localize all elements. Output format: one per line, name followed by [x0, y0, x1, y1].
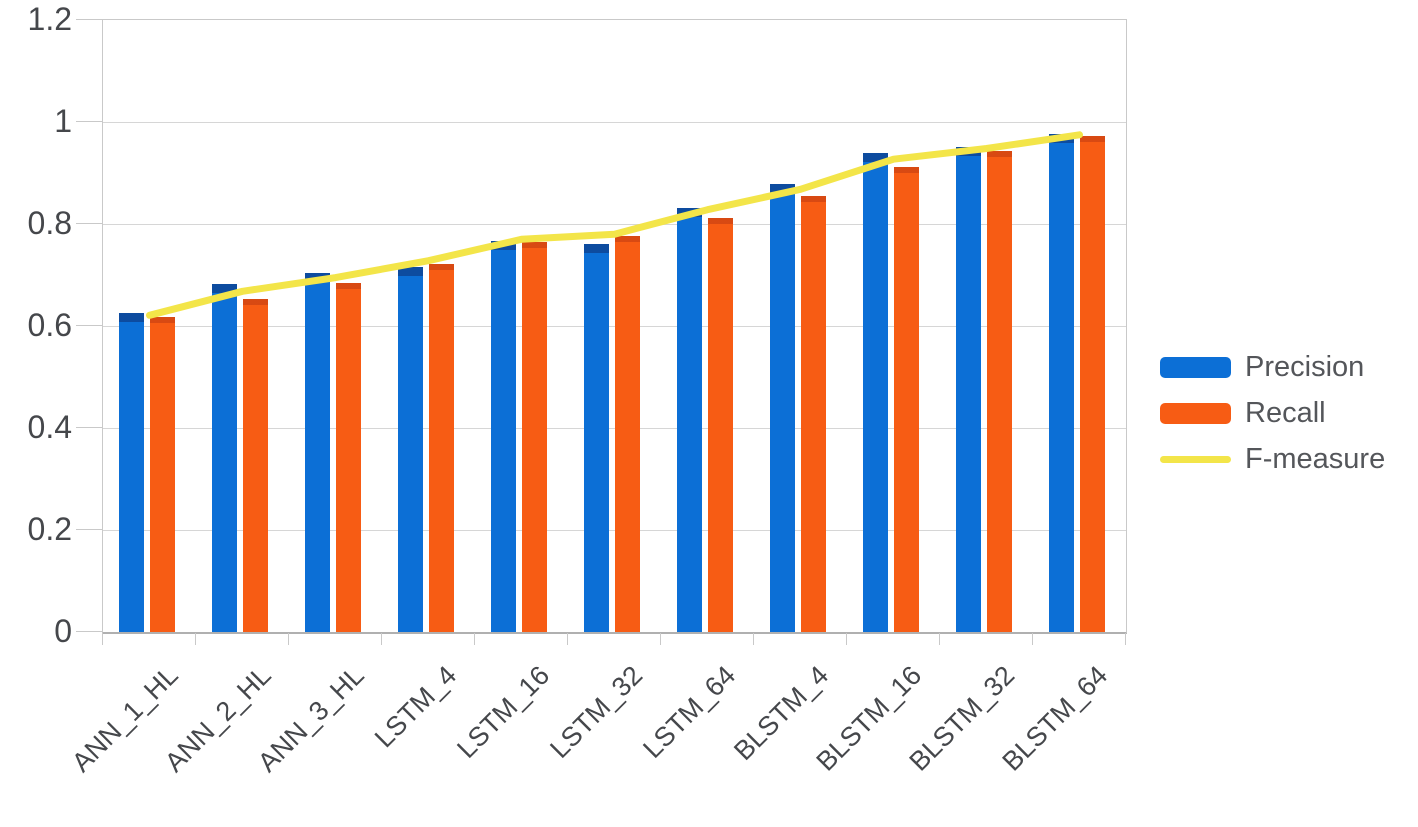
- recall-bar-LSTM_4: [429, 264, 454, 632]
- x-tick-mark-9: [939, 633, 940, 645]
- precision-swatch-icon: [1160, 357, 1231, 378]
- recall-bar-BLSTM_4: [801, 196, 826, 632]
- precision-bar-LSTM_4: [398, 267, 423, 632]
- recall-bar-ANN_1_HL: [150, 317, 175, 632]
- precision-bar-LSTM_64: [677, 208, 702, 632]
- y-tick-label-0: 0: [54, 613, 72, 649]
- y-tick-mark-1: [76, 121, 102, 122]
- y-tick-label-0.8: 0.8: [27, 205, 72, 241]
- recall-bar-LSTM_32: [615, 236, 640, 632]
- y-tick-mark-0.4: [76, 427, 102, 428]
- y-tick-label-0.6: 0.6: [27, 307, 72, 343]
- x-tick-mark-2: [288, 633, 289, 645]
- gridline-0.8: [103, 224, 1126, 225]
- gridline-1: [103, 122, 1126, 123]
- x-tick-mark-8: [846, 633, 847, 645]
- y-tick-mark-0.8: [76, 223, 102, 224]
- precision-bar-LSTM_16: [491, 241, 516, 632]
- precision-bar-BLSTM_32: [956, 147, 981, 632]
- recall-bar-BLSTM_64: [1080, 136, 1105, 632]
- x-category-label-LSTM_16: LSTM_16: [451, 660, 556, 764]
- y-tick-label-0.2: 0.2: [27, 511, 72, 547]
- recall-bar-LSTM_16: [522, 242, 547, 632]
- recall-bar-BLSTM_16: [894, 167, 919, 632]
- legend-label-f-measure: F-measure: [1245, 443, 1386, 475]
- legend-label-recall: Recall: [1245, 397, 1326, 429]
- precision-bar-LSTM_32: [584, 244, 609, 632]
- recall-swatch-icon: [1160, 403, 1231, 424]
- recall-bar-BLSTM_32: [987, 151, 1012, 632]
- gridline-0.4: [103, 428, 1126, 429]
- x-tick-mark-3: [381, 633, 382, 645]
- y-tick-mark-1.2: [76, 19, 102, 20]
- x-tick-mark-4: [474, 633, 475, 645]
- legend-label-precision: Precision: [1245, 351, 1365, 383]
- precision-bar-BLSTM_64: [1049, 134, 1074, 632]
- x-tick-mark-11: [1125, 633, 1126, 645]
- x-tick-mark-5: [567, 633, 568, 645]
- precision-bar-BLSTM_16: [863, 153, 888, 632]
- precision-bar-BLSTM_4: [770, 184, 795, 632]
- x-tick-mark-10: [1032, 633, 1033, 645]
- x-tick-mark-1: [195, 633, 196, 645]
- x-tick-mark-6: [660, 633, 661, 645]
- y-tick-mark-0.6: [76, 325, 102, 326]
- x-tick-mark-7: [753, 633, 754, 645]
- x-category-label-LSTM_32: LSTM_32: [544, 660, 649, 764]
- legend-item-precision: Precision: [1160, 351, 1385, 384]
- precision-bar-ANN_2_HL: [212, 284, 237, 632]
- precision-bar-ANN_3_HL: [305, 273, 330, 632]
- gridline-0.2: [103, 530, 1126, 531]
- legend-item-recall: Recall: [1160, 397, 1385, 430]
- recall-bar-ANN_3_HL: [336, 283, 361, 632]
- recall-bar-ANN_2_HL: [243, 299, 268, 632]
- y-tick-label-1: 1: [54, 103, 72, 139]
- precision-bar-ANN_1_HL: [119, 313, 144, 632]
- f-measure-line-layer: [146, 131, 1083, 319]
- x-category-label-LSTM_64: LSTM_64: [637, 660, 742, 764]
- gridline-0.6: [103, 326, 1126, 327]
- recall-bar-LSTM_64: [708, 218, 733, 632]
- f-measure-swatch-icon: [1160, 456, 1231, 463]
- x-tick-mark-0: [102, 633, 103, 645]
- plot-area: [102, 19, 1127, 634]
- y-tick-label-0.4: 0.4: [27, 409, 72, 445]
- x-category-label-LSTM_4: LSTM_4: [369, 660, 463, 754]
- y-tick-label-1.2: 1.2: [27, 1, 72, 37]
- f-measure-line: [146, 131, 1083, 319]
- legend: Precision Recall F-measure: [1160, 351, 1385, 476]
- y-tick-mark-0: [76, 631, 102, 632]
- legend-item-f-measure: F-measure: [1160, 443, 1385, 476]
- y-tick-mark-0.2: [76, 529, 102, 530]
